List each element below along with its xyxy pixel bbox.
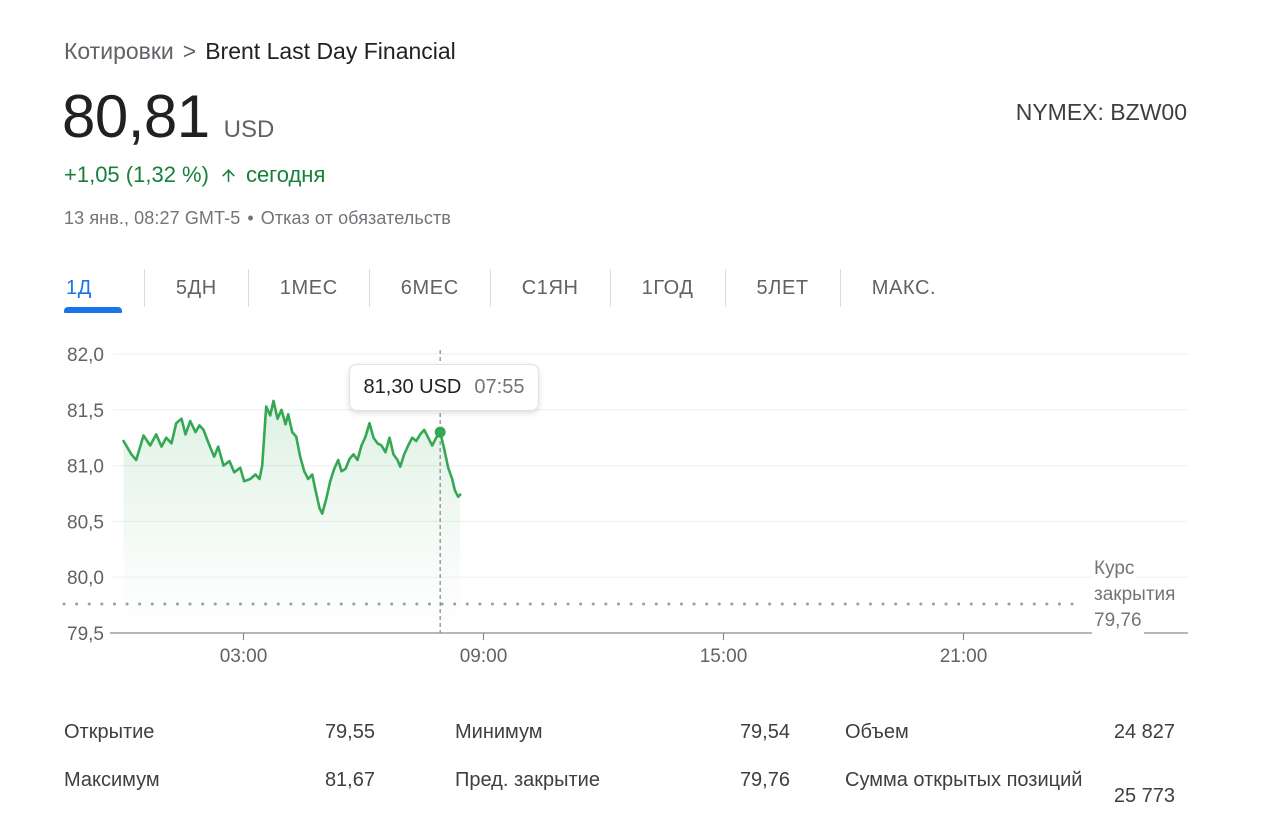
stat-prev-close-label: Пред. закрытие	[455, 769, 600, 791]
stat-open: Открытие 79,55	[64, 710, 375, 754]
disclaimer-link[interactable]: Отказ от обязательств	[260, 208, 451, 228]
price-row: 80,81 USD	[62, 86, 274, 148]
tooltip-price: 81,30 USD	[363, 376, 462, 398]
y-axis-label: 82,0	[67, 345, 104, 366]
x-axis-label: 03:00	[220, 646, 268, 667]
tab-divider	[368, 269, 370, 307]
y-axis-label: 80,0	[67, 568, 104, 589]
tab-max[interactable]: МАКС.	[871, 277, 937, 299]
stat-min-label: Минимум	[455, 721, 543, 743]
tab-divider	[247, 269, 249, 307]
y-axis-label: 80,5	[67, 512, 104, 533]
stat-prev-close: Пред. закрытие 79,76	[455, 754, 790, 828]
stats-table: Открытие 79,55 Минимум 79,54 Объем 24 827 Макс…	[64, 710, 1175, 828]
x-axis-label: 09:00	[460, 646, 508, 667]
tab-5y[interactable]: 5ЛЕТ	[756, 277, 809, 299]
breadcrumb-separator: >	[182, 38, 197, 64]
stat-open-interest-label: Сумма открытых позиций	[845, 769, 1083, 791]
breadcrumb-link-quotes[interactable]: Котировки	[64, 38, 174, 64]
stat-open-value: 79,55	[324, 721, 375, 743]
x-axis-label: 21:00	[940, 646, 988, 667]
stats-row: Максимум 81,67 Пред. закрытие 79,76 Сумма от…	[64, 754, 1175, 828]
stat-volume: Объем 24 827	[845, 710, 1175, 754]
exchange-ticker: NYMEX: BZW00	[1015, 99, 1187, 125]
stat-volume-value: 24 827	[1113, 721, 1175, 743]
breadcrumb-current: Brent Last Day Financial	[205, 38, 456, 64]
chart-tooltip: 81,30 USD 07:55	[349, 364, 539, 411]
stat-open-label: Открытие	[64, 721, 155, 743]
arrow-up-icon	[222, 168, 235, 182]
area-fill	[123, 400, 461, 633]
y-axis-label: 81,5	[67, 401, 104, 422]
tab-divider	[724, 269, 726, 307]
stat-max-value: 81,67	[324, 769, 375, 791]
tab-1m[interactable]: 1МЕС	[279, 277, 338, 299]
tab-5d[interactable]: 5ДН	[175, 277, 217, 299]
tab-divider	[143, 269, 145, 307]
current-price: 80,81	[62, 83, 210, 150]
stat-max-label: Максимум	[64, 769, 160, 791]
price-change-period: сегодня	[245, 162, 326, 187]
range-tabs: 1Д 5ДН 1МЕС 6МЕС С1ЯН 1ГОД 5ЛЕТ МАКС.	[64, 263, 967, 313]
stat-open-interest: Сумма открытых позиций 25 773	[845, 754, 1175, 828]
tab-6m[interactable]: 6МЕС	[400, 277, 459, 299]
prev-close-label-line3: 79,76	[1092, 608, 1144, 634]
tab-ytd[interactable]: С1ЯН	[521, 277, 579, 299]
price-change-row: +1,05 (1,32 %) сегодня	[64, 162, 325, 188]
x-axis-label: 15:00	[700, 646, 748, 667]
y-axis-label: 79,5	[67, 624, 104, 645]
stat-min: Минимум 79,54	[455, 710, 790, 754]
stat-prev-close-value: 79,76	[739, 769, 790, 791]
tab-divider	[839, 269, 841, 307]
prev-close-label-line2: закрытия	[1092, 582, 1178, 608]
cursor-dot	[434, 426, 446, 438]
stat-max: Максимум 81,67	[64, 754, 375, 828]
breadcrumb: Котировки > Brent Last Day Financial	[64, 38, 456, 65]
price-line	[122, 399, 462, 515]
y-axis-label: 81,0	[67, 457, 104, 478]
stat-volume-label: Объем	[845, 721, 909, 743]
stats-row: Открытие 79,55 Минимум 79,54 Объем 24 827	[64, 710, 1175, 754]
tab-divider	[609, 269, 611, 307]
prev-close-label: Курс закрытия 79,76	[1092, 556, 1178, 634]
price-change-value: +1,05 (1,32 %)	[64, 162, 209, 187]
tab-1d[interactable]: 1Д	[64, 263, 144, 313]
stat-open-interest-value: 25 773	[1113, 785, 1175, 807]
price-chart[interactable]: 82,0 81,5 81,0 80,5 80,0 79,5 03:00 09:00 15:00 2…	[0, 340, 1280, 685]
quote-timestamp: 13 янв., 08:27 GMT-5	[64, 208, 241, 228]
dot-separator: •	[247, 208, 254, 228]
tab-1y[interactable]: 1ГОД	[641, 277, 694, 299]
quote-timestamp-row: 13 янв., 08:27 GMT-5 • Отказ от обязательс…	[64, 208, 451, 229]
stat-min-value: 79,54	[739, 721, 790, 743]
tab-divider	[489, 269, 491, 307]
currency-label: USD	[223, 116, 275, 143]
prev-close-label-line1: Курс	[1092, 556, 1137, 582]
tooltip-time: 07:55	[474, 376, 525, 398]
